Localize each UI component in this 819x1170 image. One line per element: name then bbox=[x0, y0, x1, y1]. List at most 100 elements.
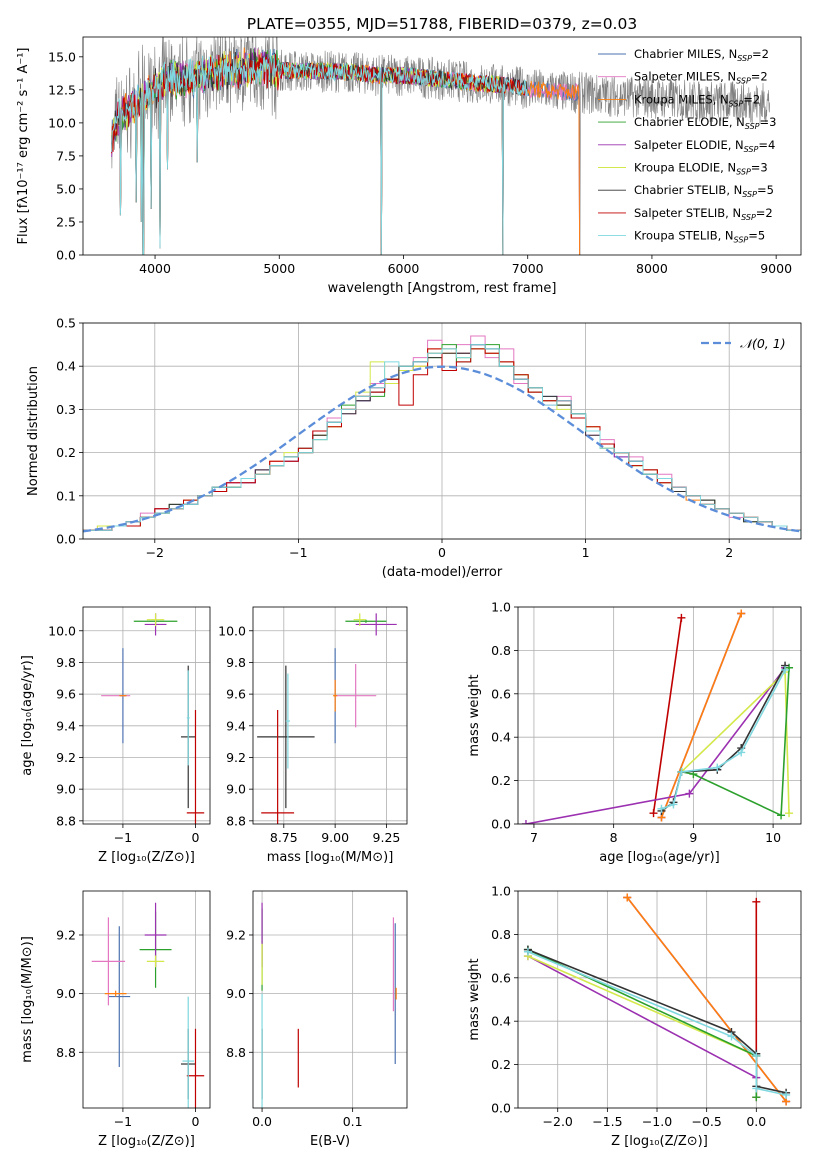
spectrum-data-line bbox=[111, 37, 770, 255]
y-tick-label: 15.0 bbox=[48, 49, 76, 64]
x-tick-label: 9.00 bbox=[321, 830, 349, 845]
y-tick-label: 0.0 bbox=[491, 1101, 511, 1116]
legend-label: Chabrier MILES, NSSP=2 bbox=[634, 47, 769, 63]
x-tick-label: −1 bbox=[289, 545, 307, 560]
plot-area-mass-weight-vs-age bbox=[521, 609, 794, 824]
x-tick-label: 8.75 bbox=[270, 830, 298, 845]
y-tick-label: 0.0 bbox=[56, 532, 76, 547]
errorbar-salpeter-miles bbox=[335, 664, 377, 728]
mass-weight-point bbox=[781, 665, 790, 674]
y-tick-label: 10.0 bbox=[218, 623, 246, 638]
y-tick-label: 2.5 bbox=[56, 214, 76, 229]
plot-area-spectrum bbox=[111, 37, 770, 255]
x-tick-label: 0 bbox=[192, 830, 200, 845]
mass-weight-line bbox=[661, 669, 786, 810]
legend-label: 𝒩(0, 1) bbox=[740, 336, 786, 351]
legend-label: Salpeter STELIB, NSSP=2 bbox=[634, 206, 773, 222]
y-tick-label: 9.0 bbox=[56, 782, 76, 797]
mass-weight-point bbox=[623, 893, 632, 902]
y-axis-label: Normed distribution bbox=[26, 366, 41, 496]
y-tick-label: 9.0 bbox=[56, 986, 76, 1001]
mass-weight-line bbox=[681, 667, 790, 817]
y-tick-label: 0.4 bbox=[491, 1014, 511, 1029]
mass-weight-point bbox=[685, 789, 694, 798]
mass-weight-point bbox=[657, 804, 666, 813]
mass-weight-line bbox=[661, 665, 786, 812]
x-tick-label: 6000 bbox=[388, 261, 420, 276]
mass-weight-point bbox=[677, 613, 686, 622]
mass-weight-kroupa-stelib bbox=[523, 947, 791, 1099]
legend-label: Chabrier ELODIE, NSSP=3 bbox=[634, 115, 776, 131]
plot-area-mass-weight-vs-Z bbox=[523, 893, 791, 1106]
x-tick-label: 9000 bbox=[760, 261, 792, 276]
errorbar-salpeter-miles bbox=[91, 917, 126, 1006]
errorbar-salpeter-stelib bbox=[186, 709, 205, 824]
figure-title: PLATE=0355, MJD=51788, FIBERID=0379, z=0… bbox=[247, 15, 637, 33]
x-axis-label: wavelength [Angstrom, rest frame] bbox=[328, 281, 557, 296]
axes-frame bbox=[252, 890, 408, 1109]
mass-weight-point bbox=[737, 609, 746, 618]
y-tick-label: 8.8 bbox=[56, 1045, 76, 1060]
y-tick-label: 8.8 bbox=[56, 813, 76, 828]
x-tick-label: −1 bbox=[114, 830, 132, 845]
mass-weight-kroupa-miles bbox=[623, 893, 791, 1106]
x-tick-label: −1.5 bbox=[592, 1114, 622, 1129]
y-tick-label: 9.6 bbox=[56, 687, 76, 702]
mass-weight-point bbox=[785, 809, 794, 818]
plot-area-mass-vs-EBV bbox=[261, 902, 397, 1108]
x-tick-label: 2 bbox=[725, 545, 733, 560]
y-tick-label: 8.8 bbox=[226, 1045, 246, 1060]
panel-mass-weight-vs-age: 7 8 9 10 0.0 0.2 0.4 0.6 0.8 1.0 age [log₁₀(age/yr… bbox=[467, 600, 802, 865]
spectrum-model-kroupa-stelib bbox=[111, 49, 528, 255]
y-tick-label: 0.2 bbox=[56, 445, 76, 460]
mass-weight-kroupa-stelib bbox=[657, 665, 790, 813]
x-tick-label: 0.0 bbox=[746, 1114, 766, 1129]
x-axis-label: Z [log₁₀(Z/Z⊙)] bbox=[611, 1134, 708, 1149]
errorbar-salpeter-stelib bbox=[261, 709, 295, 824]
errorbar-chabrier-stelib bbox=[257, 665, 315, 809]
mass-weight-line bbox=[626, 897, 787, 1102]
x-tick-label: 9.25 bbox=[373, 830, 401, 845]
axes-frame bbox=[82, 322, 802, 540]
y-tick-label: 1.0 bbox=[491, 884, 511, 899]
y-axis-label: age [log₁₀(age/yr)] bbox=[20, 655, 35, 776]
y-axis-label: mass weight bbox=[467, 958, 482, 1040]
mass-weight-line bbox=[652, 617, 683, 814]
plot-area-residuals bbox=[83, 335, 801, 539]
legend-label: Salpeter ELODIE, NSSP=4 bbox=[634, 138, 775, 154]
plot-area-age-vs-mass bbox=[257, 613, 397, 824]
mass-weight-point bbox=[752, 1051, 761, 1060]
y-tick-label: 1.0 bbox=[491, 600, 511, 615]
axes-frame bbox=[517, 606, 802, 825]
x-tick-label: −1.0 bbox=[642, 1114, 672, 1129]
mass-weight-point bbox=[713, 763, 722, 772]
y-tick-label: 0.2 bbox=[491, 773, 511, 788]
mass-weight-point bbox=[727, 1032, 736, 1041]
x-axis-label: Z [log₁₀(Z/Z⊙)] bbox=[98, 850, 195, 865]
legend-label: Salpeter MILES, NSSP=2 bbox=[634, 70, 768, 86]
errorbar-chabrier-miles bbox=[108, 926, 131, 1067]
y-tick-label: 9.4 bbox=[56, 718, 76, 733]
x-tick-label: 8 bbox=[610, 830, 618, 845]
x-tick-label: 10 bbox=[765, 830, 781, 845]
y-tick-label: 0.0 bbox=[56, 248, 76, 263]
mass-weight-point bbox=[752, 1084, 761, 1093]
y-tick-label: 10.0 bbox=[48, 115, 76, 130]
mass-weight-kroupa-miles bbox=[657, 609, 746, 822]
mass-weight-point bbox=[649, 809, 658, 818]
panel-age-vs-Z: −1 0 8.8 9.0 9.2 9.4 9.6 9.8 10.0 Z [log₁₀(Z/Z⊙)]… bbox=[20, 606, 211, 865]
chart-panels: 4000 5000 6000 7000 8000 90000.02.55.07.510.0… bbox=[16, 36, 802, 1149]
mass-weight-point bbox=[677, 767, 686, 776]
panel-residuals: −2 −1 0 1 2 0.0 0.1 0.2 0.3 0.4 0.5 (data-model)/er… bbox=[26, 316, 802, 580]
x-tick-label: 5000 bbox=[263, 261, 295, 276]
errorbar-kroupa-elodie bbox=[353, 613, 366, 627]
mass-weight-point bbox=[752, 897, 761, 906]
y-tick-label: 9.4 bbox=[226, 718, 246, 733]
y-tick-label: 9.2 bbox=[226, 750, 246, 765]
y-tick-label: 0.6 bbox=[491, 970, 511, 985]
panel-mass-vs-EBV: 0.0 0.1 8.8 9.0 9.2 E(B-V) bbox=[226, 890, 408, 1149]
x-tick-label: 8000 bbox=[636, 261, 668, 276]
y-tick-label: 0.3 bbox=[56, 402, 76, 417]
x-tick-label: −2.0 bbox=[543, 1114, 573, 1129]
